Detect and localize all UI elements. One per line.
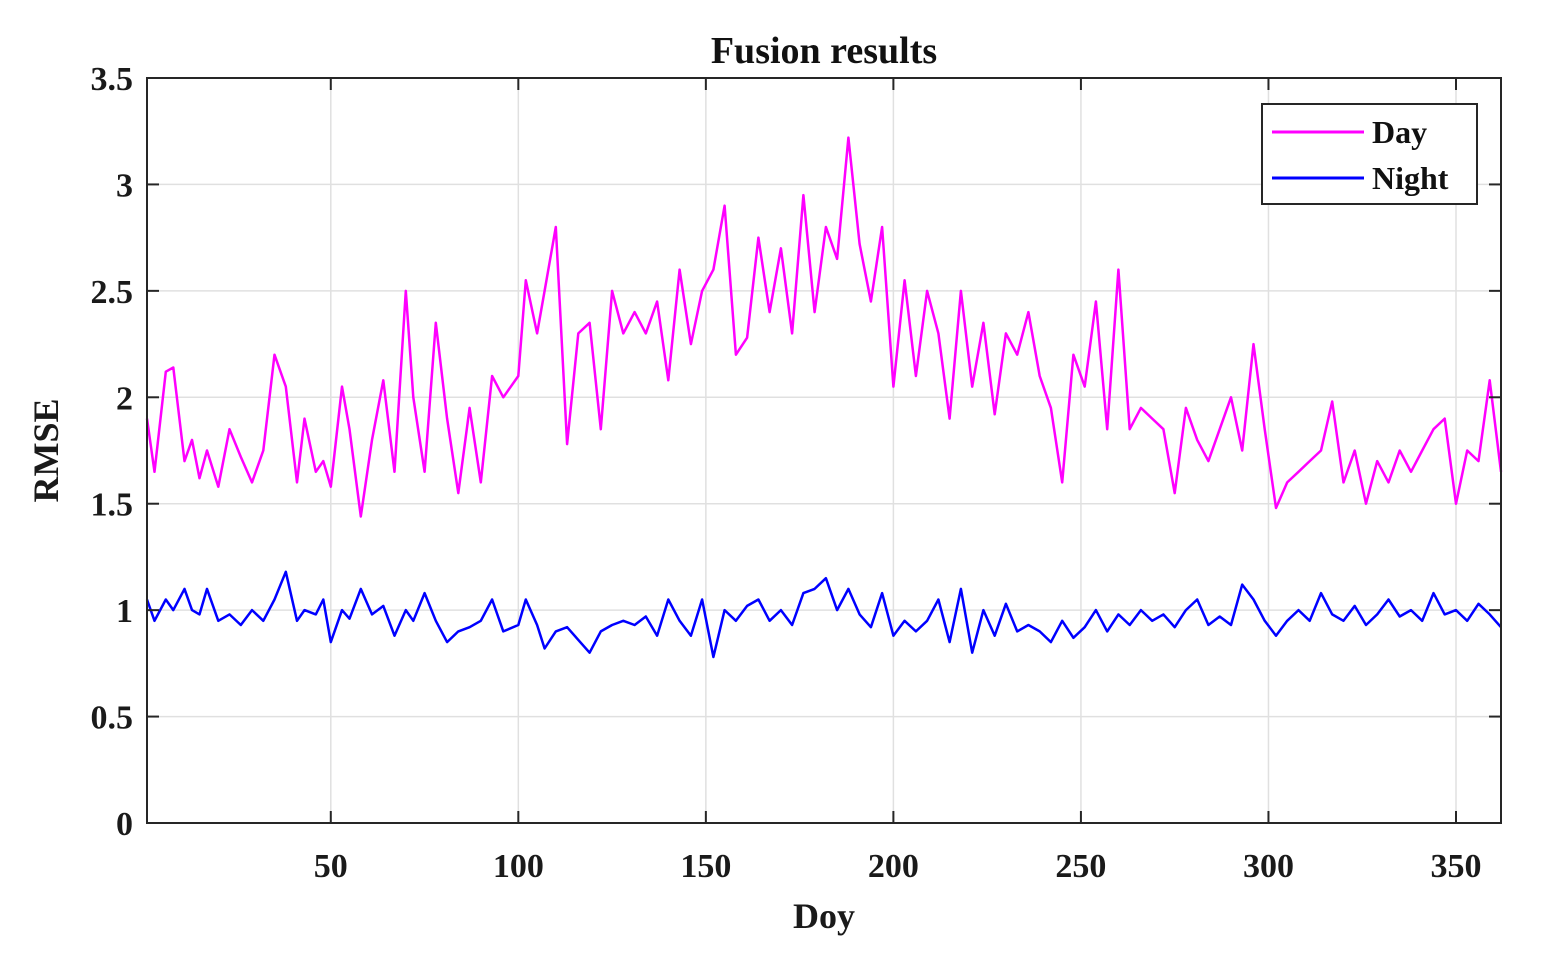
- y-tick-label: 1: [116, 593, 133, 630]
- y-tick-label: 2.5: [91, 274, 134, 311]
- axis-ticks: [147, 77, 1501, 824]
- y-tick-label: 1.5: [91, 487, 134, 524]
- y-tick-label: 0: [116, 806, 133, 843]
- y-axis-title: RMSE: [26, 398, 66, 502]
- legend-label-night: Night: [1372, 160, 1449, 196]
- y-tick-label: 3: [116, 167, 133, 204]
- y-tick-label: 3.5: [91, 61, 134, 98]
- x-tick-label: 200: [868, 848, 919, 885]
- series-lines: [145, 136, 1503, 659]
- legend-box: [1261, 103, 1478, 205]
- x-tick-label: 350: [1430, 848, 1481, 885]
- y-tick-label: 2: [116, 380, 133, 417]
- chart-title: Fusion results: [711, 30, 937, 72]
- y-tick-label: 0.5: [91, 700, 134, 737]
- x-tick-labels: 50 100 150 200 250 300 350: [314, 848, 1482, 885]
- series-line-night: [145, 570, 1502, 659]
- legend: Day Night: [1261, 103, 1478, 205]
- legend-label-day: Day: [1372, 114, 1427, 150]
- series-line-day: [145, 136, 1503, 518]
- y-tick-labels: 0 0.5 1 1.5 2 2.5 3 3.5: [91, 61, 134, 843]
- x-axis-title: Doy: [793, 896, 855, 936]
- x-tick-label: 100: [493, 848, 544, 885]
- plot-frame: [146, 77, 1502, 824]
- x-tick-label: 250: [1055, 848, 1106, 885]
- x-tick-label: 300: [1243, 848, 1294, 885]
- x-tick-label: 150: [680, 848, 731, 885]
- x-tick-label: 50: [314, 848, 348, 885]
